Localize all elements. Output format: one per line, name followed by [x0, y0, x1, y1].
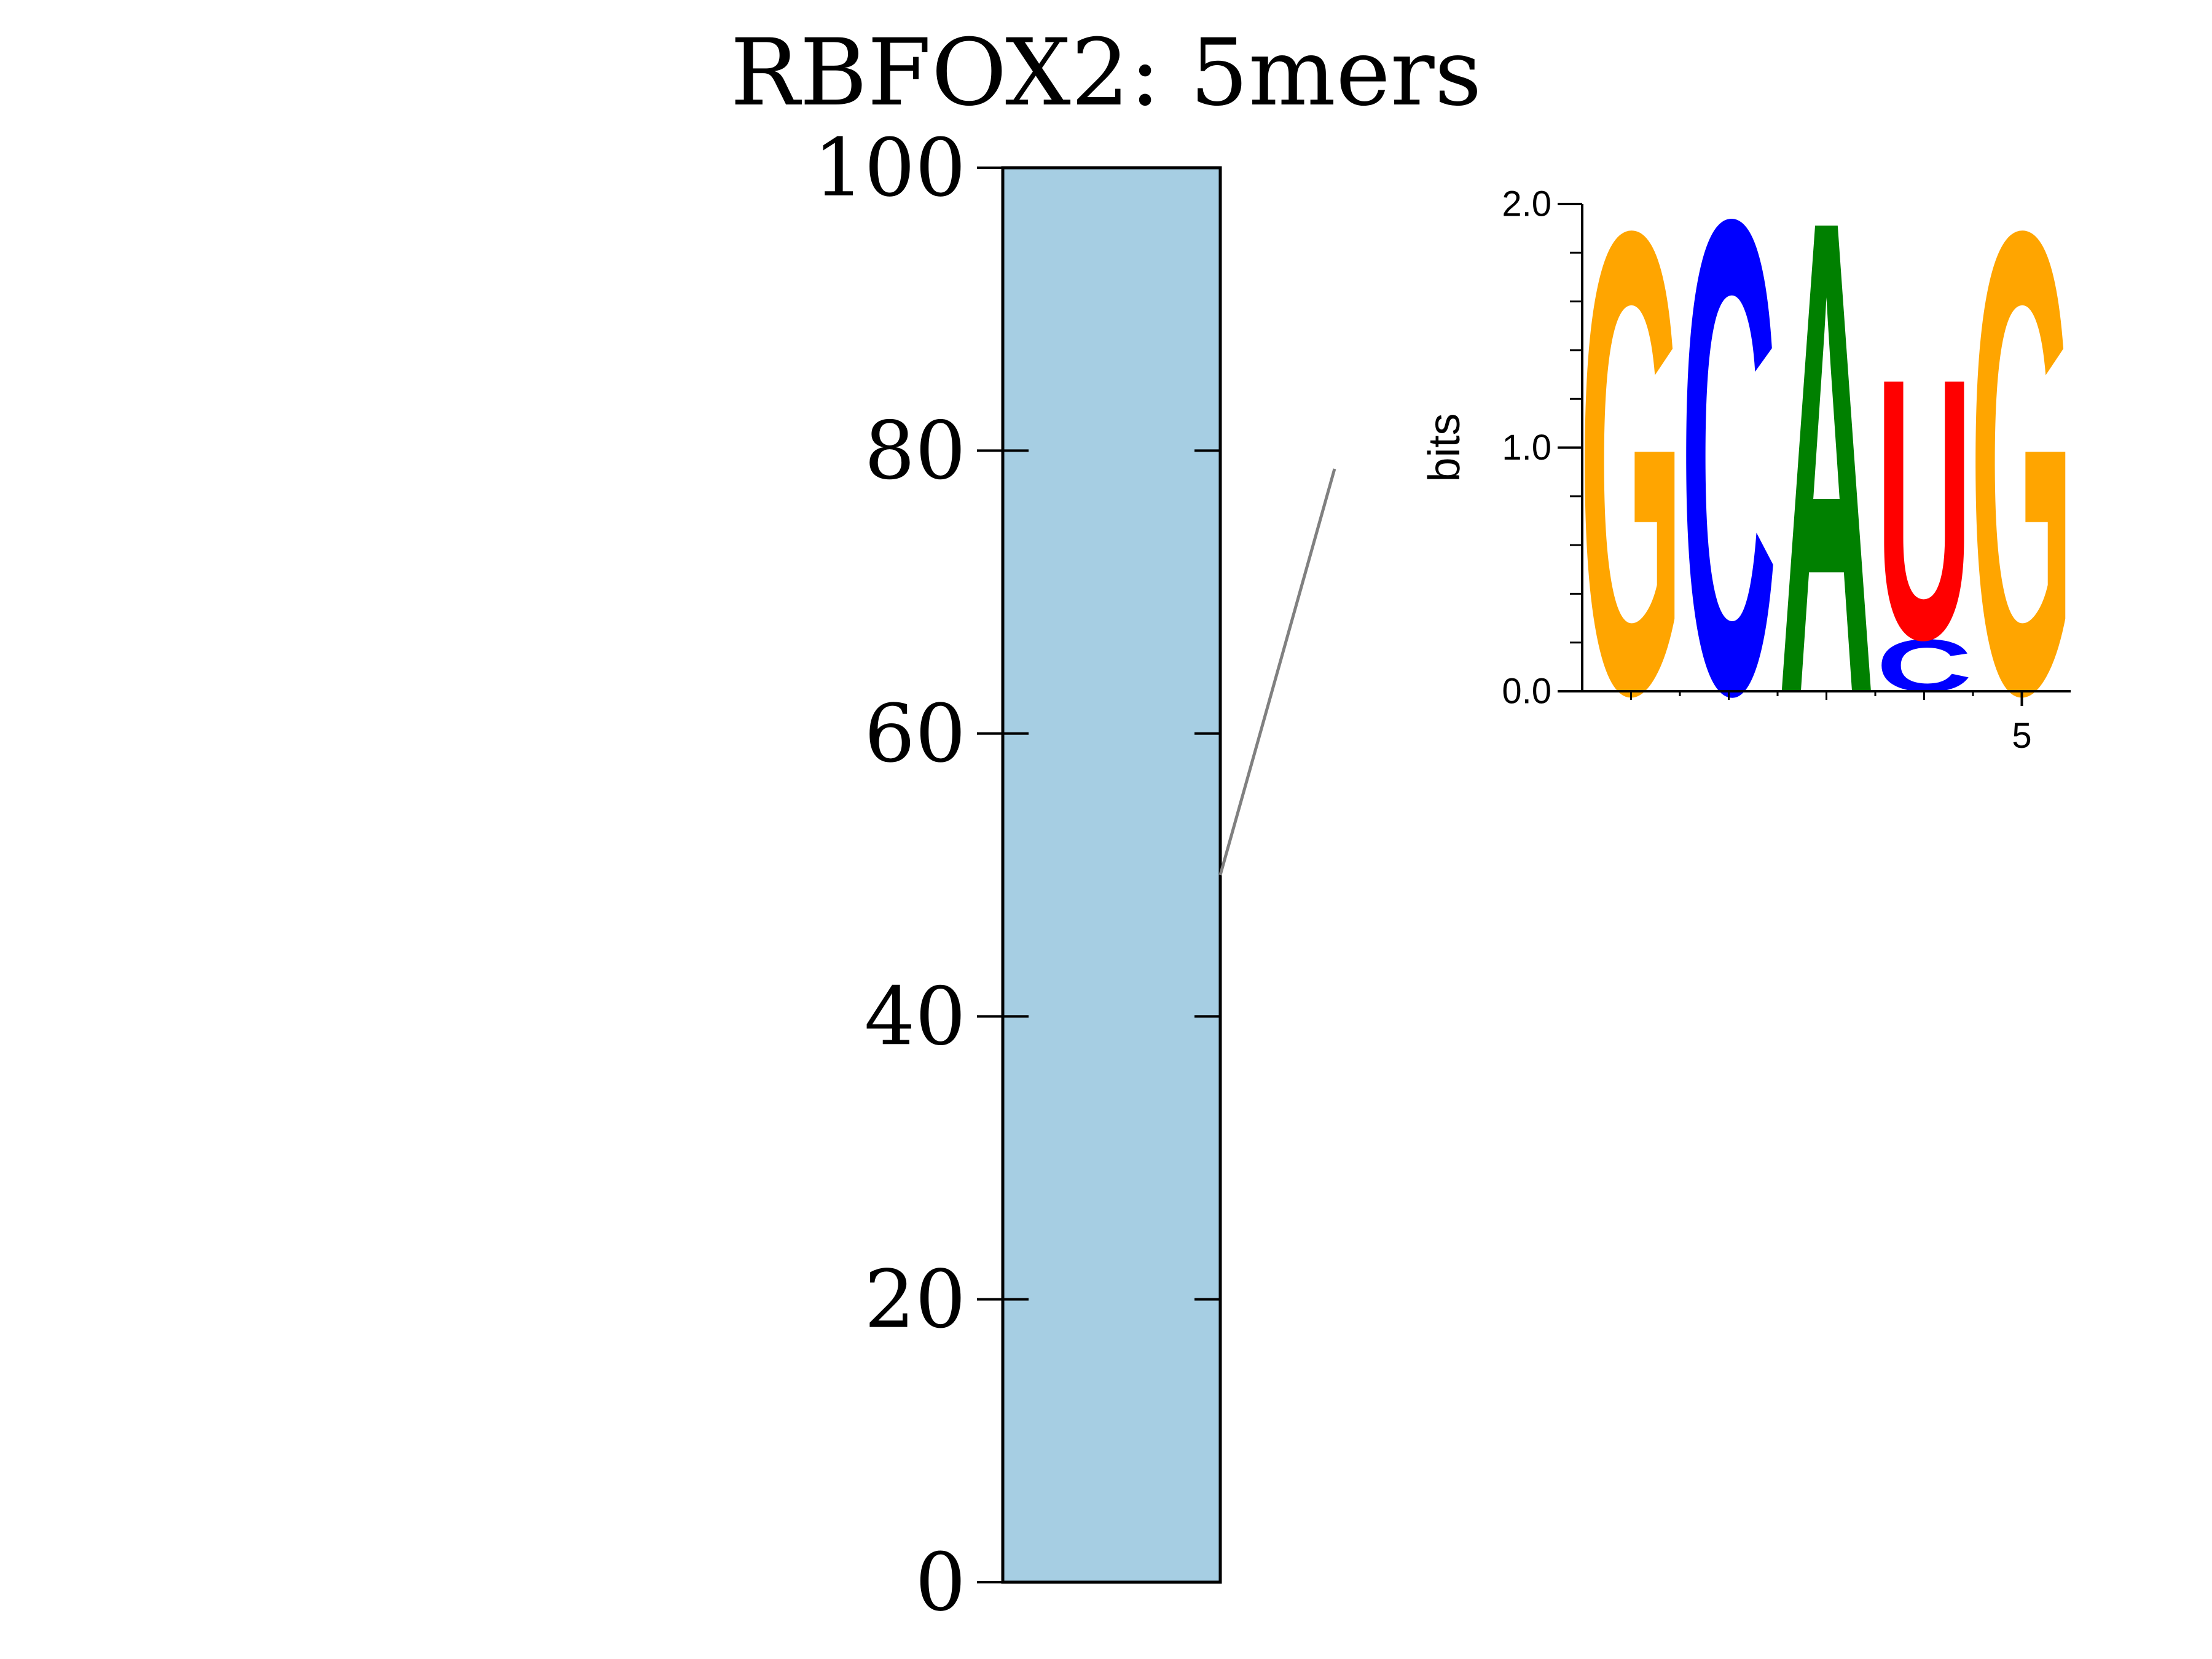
logo-letter-G: G	[1970, 95, 2073, 832]
logo-letter-A: A	[1778, 79, 1874, 836]
bar-segment-0	[1001, 166, 1222, 1584]
logo-letter-G: G	[1579, 95, 1682, 832]
y-tick-label: 60	[865, 687, 966, 780]
y-tick-label: 0	[915, 1535, 966, 1629]
y-tick-label: 40	[865, 970, 966, 1063]
sequence-logo-inset: GC A CUG 0.0 1.0 2.0 bits 5	[1420, 79, 2074, 836]
chart-title: RBFOX2: 5mers	[730, 20, 1481, 127]
logo-letters: GC A CUG	[1579, 79, 2073, 836]
logo-y-tick-label: 1.0	[1502, 428, 1551, 468]
logo-letter-C: C	[1681, 79, 1776, 836]
logo-y-tick-label: 0.0	[1502, 672, 1551, 712]
y-tick-label: 80	[865, 404, 966, 497]
y-tick-label: 100	[814, 121, 966, 214]
y-tick-label: 20	[865, 1253, 966, 1346]
logo-y-tick-label: 2.0	[1502, 184, 1551, 224]
logo-x-tick-label: 5	[2012, 716, 2031, 756]
connector	[1218, 468, 1336, 876]
connector-line	[1218, 468, 1336, 876]
logo-letter-U: U	[1876, 301, 1972, 717]
bar-plot: 0 20 40 60 80 100	[814, 121, 1222, 1629]
logo-y-axis-label: bits	[1420, 413, 1469, 482]
